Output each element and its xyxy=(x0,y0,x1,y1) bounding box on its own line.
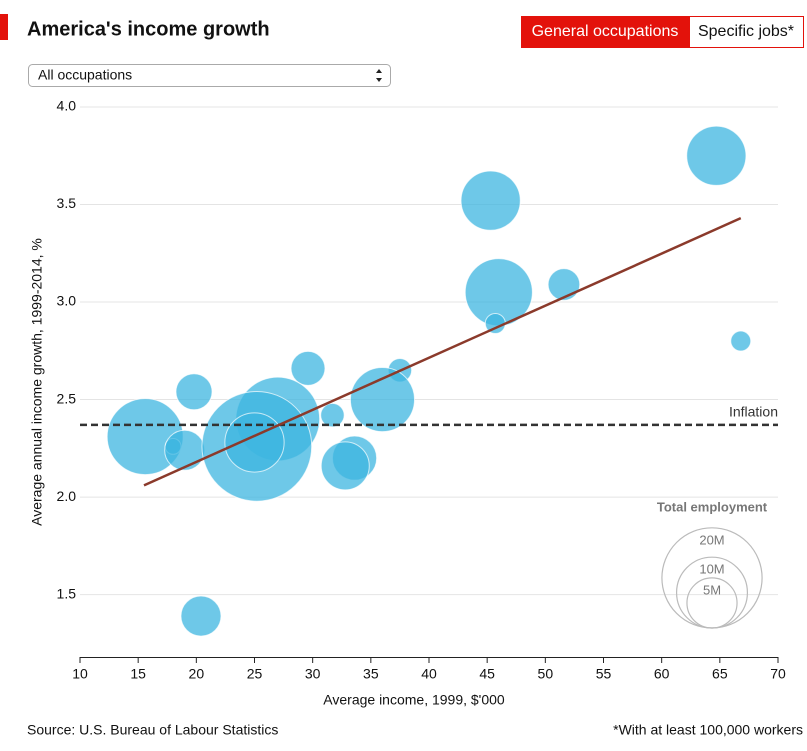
x-tick-label: 30 xyxy=(305,666,321,682)
y-tick-label: 3.0 xyxy=(57,293,77,309)
size-legend-label: 10M xyxy=(699,562,724,577)
dropdown-label[interactable]: All occupations xyxy=(38,67,132,83)
title-marker xyxy=(0,14,8,40)
tab-active[interactable]: General occupations xyxy=(521,16,689,48)
bubble xyxy=(320,441,370,491)
bubble xyxy=(320,402,345,428)
x-tick-label: 65 xyxy=(712,666,728,682)
x-tick-label: 70 xyxy=(770,666,786,682)
trend-line xyxy=(143,217,742,487)
tab-label[interactable]: Specific jobs* xyxy=(698,23,794,40)
size-legend-title: Total employment xyxy=(657,499,768,514)
x-tick-label: 15 xyxy=(130,666,146,682)
x-tick-label: 35 xyxy=(363,666,379,682)
y-tick-label: 4.0 xyxy=(57,98,77,114)
bubble xyxy=(180,595,222,637)
bubble xyxy=(730,330,752,352)
tab-inactive[interactable]: Specific jobs* xyxy=(689,16,804,48)
tab-label[interactable]: General occupations xyxy=(532,23,679,40)
y-axis-label: Average annual income growth, 1999-2014,… xyxy=(29,238,45,526)
x-tick-label: 20 xyxy=(189,666,205,682)
bubble xyxy=(460,170,521,231)
bubble xyxy=(547,268,581,301)
x-tick-label: 55 xyxy=(596,666,612,682)
footnote: *With at least 100,000 workers xyxy=(613,722,803,738)
chart-title: America's income growth xyxy=(27,18,270,40)
size-legend-circle xyxy=(686,577,738,629)
dropdown[interactable]: All occupations xyxy=(28,64,391,87)
tab-bg[interactable] xyxy=(521,16,689,48)
source: Source: U.S. Bureau of Labour Statistics xyxy=(27,722,278,738)
x-tick-label: 25 xyxy=(247,666,263,682)
bubble xyxy=(175,373,213,411)
dropdown-box[interactable] xyxy=(28,64,391,87)
bubble xyxy=(290,350,326,386)
x-tick-label: 60 xyxy=(654,666,670,682)
tab-bg[interactable] xyxy=(689,16,804,48)
x-tick-label: 40 xyxy=(421,666,437,682)
bubble xyxy=(686,125,747,186)
inflation-label: Inflation xyxy=(729,404,778,420)
y-tick-label: 2.5 xyxy=(57,390,77,406)
x-axis-label: Average income, 1999, $'000 xyxy=(323,692,505,708)
size-legend-label: 20M xyxy=(699,532,724,547)
size-legend-label: 5M xyxy=(703,582,721,597)
y-tick-label: 3.5 xyxy=(57,195,77,211)
dropdown-arrow[interactable] xyxy=(376,69,382,82)
bubble xyxy=(349,366,416,433)
bubble xyxy=(164,429,206,471)
y-tick-label: 1.5 xyxy=(57,585,77,601)
bubble xyxy=(224,412,285,473)
x-tick-label: 50 xyxy=(538,666,554,682)
x-tick-label: 10 xyxy=(72,666,88,682)
x-tick-label: 45 xyxy=(479,666,495,682)
y-tick-label: 2.0 xyxy=(57,488,77,504)
